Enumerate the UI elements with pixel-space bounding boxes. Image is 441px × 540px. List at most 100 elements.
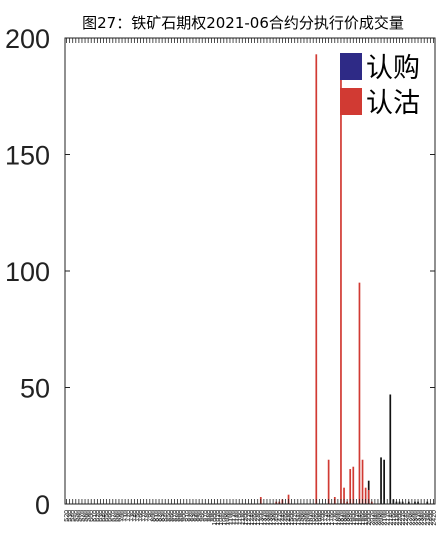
x-tick-label: 2400 xyxy=(428,510,435,526)
x-tick-label: 2200 xyxy=(397,510,404,526)
y-tick-label: 100 xyxy=(5,257,50,287)
x-tick-label: 820 xyxy=(157,510,164,522)
x-tick-label: 850 xyxy=(166,510,173,522)
y-tick-label: 50 xyxy=(20,374,50,404)
put-bar-1820 xyxy=(340,72,342,504)
x-tick-label: 1680 xyxy=(317,510,324,526)
x-tick-label: 650 xyxy=(104,510,111,522)
chart-title: 图27：铁矿石期权2021-06合约分执行价成交量 xyxy=(82,14,404,32)
x-tick-label: 1020 xyxy=(215,510,222,526)
plot-area xyxy=(259,54,429,505)
x-tick-label: 2000 xyxy=(366,510,373,526)
x-tick-label: 1960 xyxy=(360,510,367,526)
x-tick-label: 1700 xyxy=(320,510,327,526)
x-tick-label: 2020 xyxy=(369,510,376,526)
put-bar-1980 xyxy=(364,487,367,504)
x-tick-label: 1640 xyxy=(311,510,318,526)
x-tick-label: 830 xyxy=(160,510,167,522)
x-tick-label: 630 xyxy=(98,510,105,522)
x-tick-label: 560 xyxy=(76,510,83,522)
x-tick-label: 1220 xyxy=(246,510,253,526)
x-tick-label: 1280 xyxy=(255,510,262,526)
x-tick-label: 620 xyxy=(95,510,102,522)
call-bar-2100 xyxy=(383,459,385,504)
x-tick-label: 2220 xyxy=(400,510,407,526)
x-tick-label: 750 xyxy=(135,510,142,522)
x-tick-label: 670 xyxy=(110,510,117,522)
x-tick-label: 1560 xyxy=(298,510,305,526)
x-tick-label: 1920 xyxy=(354,510,361,526)
x-tick-label: 2300 xyxy=(412,510,419,526)
y-tick-label: 150 xyxy=(5,141,50,171)
put-bars xyxy=(259,54,373,505)
legend-put-swatch xyxy=(340,88,362,115)
x-tick-label: 1160 xyxy=(237,510,244,525)
x-tick-label: 2340 xyxy=(419,510,426,526)
legend-call-swatch xyxy=(340,53,362,80)
x-tick-label: 1520 xyxy=(292,510,299,526)
x-tick-label: 960 xyxy=(200,510,207,522)
x-tick-label: 890 xyxy=(178,510,185,522)
x-tick-label: 1760 xyxy=(329,510,336,526)
x-tick-label: 1460 xyxy=(283,510,290,526)
x-tick-label: 1500 xyxy=(289,510,296,526)
x-tick-label: 990 xyxy=(209,510,216,522)
x-tick-label: 570 xyxy=(79,510,86,522)
x-tick-label: 950 xyxy=(197,510,204,522)
x-tick-label: 1100 xyxy=(227,510,234,525)
x-tick-label: 1580 xyxy=(301,510,308,526)
x-tick-label: 2140 xyxy=(388,510,395,526)
x-tick-label: 1080 xyxy=(224,510,231,526)
x-tick-label: 1740 xyxy=(326,510,333,526)
x-tick-label: 1940 xyxy=(357,510,364,526)
x-tick-label: 1140 xyxy=(234,510,241,525)
x-tick-label: 740 xyxy=(132,510,139,522)
x-tick-label: 790 xyxy=(147,510,154,522)
x-tick-label: 860 xyxy=(169,510,176,522)
x-tick-label: 610 xyxy=(92,510,99,522)
x-tick-label: 720 xyxy=(126,510,133,522)
x-tick-label: 1320 xyxy=(261,510,268,526)
put-bar-1880 xyxy=(349,469,352,504)
x-tick-label: 1340 xyxy=(264,510,271,526)
put-bar-1660 xyxy=(315,54,318,505)
x-tick-label: 540 xyxy=(70,510,77,522)
x-tick-label: 1440 xyxy=(280,510,287,526)
x-tick-label: 1720 xyxy=(323,510,330,526)
x-tick-label: 900 xyxy=(181,510,188,522)
x-tick-label: 800 xyxy=(150,510,157,522)
put-bar-1960 xyxy=(361,459,364,504)
x-tick-label: 1200 xyxy=(243,510,250,526)
x-tick-label: 1860 xyxy=(345,510,352,526)
x-tick-label: 1420 xyxy=(277,510,284,526)
x-tick-label: 2060 xyxy=(375,510,382,526)
put-bar-1740 xyxy=(327,459,330,504)
y-tick-label: 200 xyxy=(5,24,50,54)
x-tick-label: 2160 xyxy=(391,510,398,526)
x-tick-label: 1400 xyxy=(274,510,281,526)
x-tick-label: 1540 xyxy=(295,510,302,526)
x-tick-label: 1360 xyxy=(268,510,275,526)
put-bar-1900 xyxy=(352,466,355,504)
x-tick-label: 910 xyxy=(184,510,191,522)
x-tick-label: 1040 xyxy=(218,510,225,526)
y-tick-label: 0 xyxy=(35,490,50,520)
x-tick-label: 530 xyxy=(67,510,74,522)
x-tick-label: 920 xyxy=(187,510,194,522)
x-tick-label: 2320 xyxy=(416,510,423,526)
x-tick-label: 980 xyxy=(206,510,213,522)
x-tick-label: 1600 xyxy=(305,510,312,526)
legend-put-label: 认沽 xyxy=(366,88,420,119)
x-tick-label: 940 xyxy=(194,510,201,522)
x-tick-label: 2280 xyxy=(409,510,416,526)
x-tick-label: 1800 xyxy=(335,510,342,526)
x-tick-label: 870 xyxy=(172,510,179,522)
put-bar-1940 xyxy=(358,282,361,504)
y-axis: 0 50 100 150 200 xyxy=(5,24,435,520)
x-tick-label: 760 xyxy=(138,510,145,522)
legend-call-label: 认购 xyxy=(366,53,420,84)
x-tick-label: 690 xyxy=(116,510,123,522)
put-bar-1840 xyxy=(343,487,345,504)
x-tick-label: 970 xyxy=(203,510,210,522)
